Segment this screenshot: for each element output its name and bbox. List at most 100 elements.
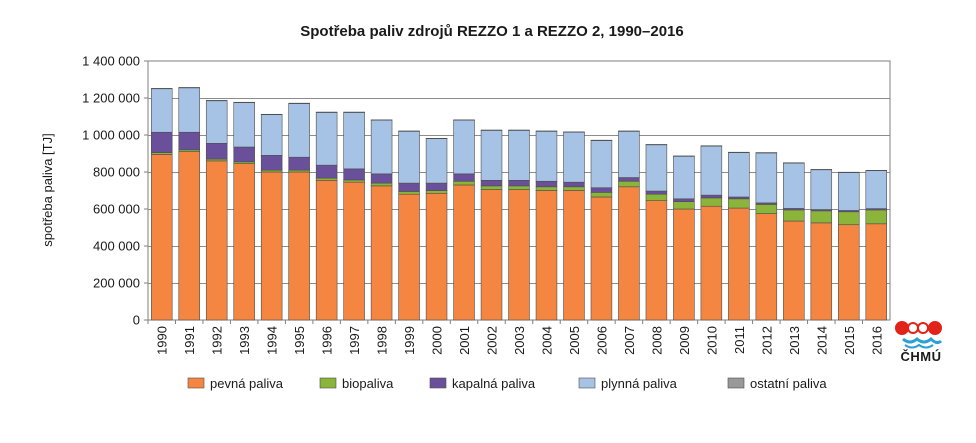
bar-segment <box>645 144 668 192</box>
bar-segment <box>398 191 420 195</box>
bar-segment <box>783 209 805 222</box>
x-tick-label: 2013 <box>787 326 802 355</box>
bar-segment <box>398 193 420 321</box>
bar-segment <box>728 207 750 321</box>
x-tick-label: 1996 <box>320 326 335 355</box>
bar-segment <box>315 112 338 166</box>
x-tick-label: 2012 <box>759 326 774 355</box>
y-tick-label: 1 200 000 <box>82 91 140 106</box>
x-tick-label: 2003 <box>512 326 527 355</box>
bar-segment <box>453 173 475 182</box>
x-tick-label: 1990 <box>155 326 170 355</box>
bar-segment <box>865 223 888 321</box>
bar-segment <box>453 119 475 175</box>
y-tick-label: 400 000 <box>93 239 140 254</box>
bar-segment <box>508 185 530 190</box>
bar-segment <box>288 103 310 158</box>
bar-segment <box>398 131 420 184</box>
bar-segment <box>700 197 723 207</box>
bar-segment <box>783 162 805 209</box>
legend-swatch <box>187 377 205 389</box>
x-tick-label: 2007 <box>622 326 637 355</box>
bar-segment <box>508 189 530 321</box>
x-tick-label: 1999 <box>402 326 417 355</box>
y-tick-label: 1 400 000 <box>82 54 140 69</box>
bar-segment <box>645 190 668 195</box>
bar-segment <box>343 181 365 321</box>
bar-segment <box>178 87 200 133</box>
bar-segment <box>370 185 393 321</box>
bar-segment <box>315 164 338 179</box>
legend-swatch <box>319 377 337 389</box>
bar-segment <box>838 211 860 226</box>
x-tick-label: 1998 <box>375 326 390 355</box>
x-tick-label: 1995 <box>292 326 307 355</box>
bar-segment <box>398 182 420 192</box>
bar-segment <box>315 177 338 181</box>
bar-segment <box>343 168 365 181</box>
bar-segment <box>150 154 173 321</box>
bar-segment <box>645 193 668 201</box>
bar-segment <box>370 119 393 175</box>
bar-segment <box>535 190 558 321</box>
bar-segment <box>315 180 338 321</box>
x-tick-label: 2001 <box>457 326 472 355</box>
bar-segment <box>205 100 228 144</box>
bar-segment <box>370 173 393 184</box>
bar-segment <box>673 198 695 202</box>
y-axis-label: spotřeba paliva [TJ] <box>40 133 55 246</box>
legend-swatch <box>578 377 596 389</box>
bar-segment <box>865 209 888 225</box>
x-tick-label: 2005 <box>567 326 582 355</box>
bar-segment <box>700 194 723 199</box>
bar-segment <box>865 170 888 209</box>
x-tick-label: 2009 <box>677 326 692 355</box>
bar-segment <box>260 171 283 321</box>
x-tick-label: 2000 <box>430 326 445 355</box>
legend-label: plynná paliva <box>601 376 678 391</box>
bar-segment <box>178 151 200 321</box>
bar-segment <box>563 181 585 188</box>
x-tick-label: 1992 <box>210 326 225 355</box>
bar-segment <box>700 145 723 196</box>
bar-segment <box>425 182 448 191</box>
chart-title: Spotřeba paliv zdrojů REZZO 1 a REZZO 2,… <box>300 23 683 40</box>
y-tick-label: 0 <box>133 313 140 328</box>
bar-segment <box>755 152 778 204</box>
bar-segment <box>508 130 530 181</box>
bar-segment <box>728 198 750 209</box>
legend-swatch <box>429 377 447 389</box>
bar-segment <box>645 200 668 321</box>
bar-segment <box>233 163 255 321</box>
x-tick-label: 2014 <box>814 326 829 355</box>
bar-segment <box>755 204 778 214</box>
bar-segment <box>700 205 723 321</box>
bar-segment <box>535 186 558 191</box>
bar-segment <box>838 224 860 321</box>
bar-segment <box>288 171 310 321</box>
bar-segment <box>590 187 613 193</box>
bar-segment <box>178 131 200 151</box>
chmu-logo-icon <box>895 321 943 349</box>
bar-segment <box>343 112 365 170</box>
legend-label: biopaliva <box>342 376 394 391</box>
legend-label: ostatní paliva <box>750 376 827 391</box>
bar-segment <box>480 180 503 187</box>
bar-segment <box>810 222 833 321</box>
bar-segment <box>453 180 475 186</box>
bar-segment <box>810 169 833 210</box>
bar-segment <box>453 184 475 321</box>
x-tick-label: 2006 <box>594 326 609 355</box>
y-tick-label: 800 000 <box>93 165 140 180</box>
chmu-logo-text: ČHMÚ <box>900 349 942 364</box>
bar-segment <box>205 160 228 321</box>
legend-swatch <box>727 377 745 389</box>
x-tick-label: 1997 <box>347 326 362 355</box>
bar-segment <box>233 102 255 148</box>
bar-segment <box>755 213 778 321</box>
bar-segment <box>590 196 613 321</box>
bar-segment <box>590 140 613 189</box>
bar-segment <box>728 152 750 198</box>
y-tick-label: 600 000 <box>93 202 140 217</box>
